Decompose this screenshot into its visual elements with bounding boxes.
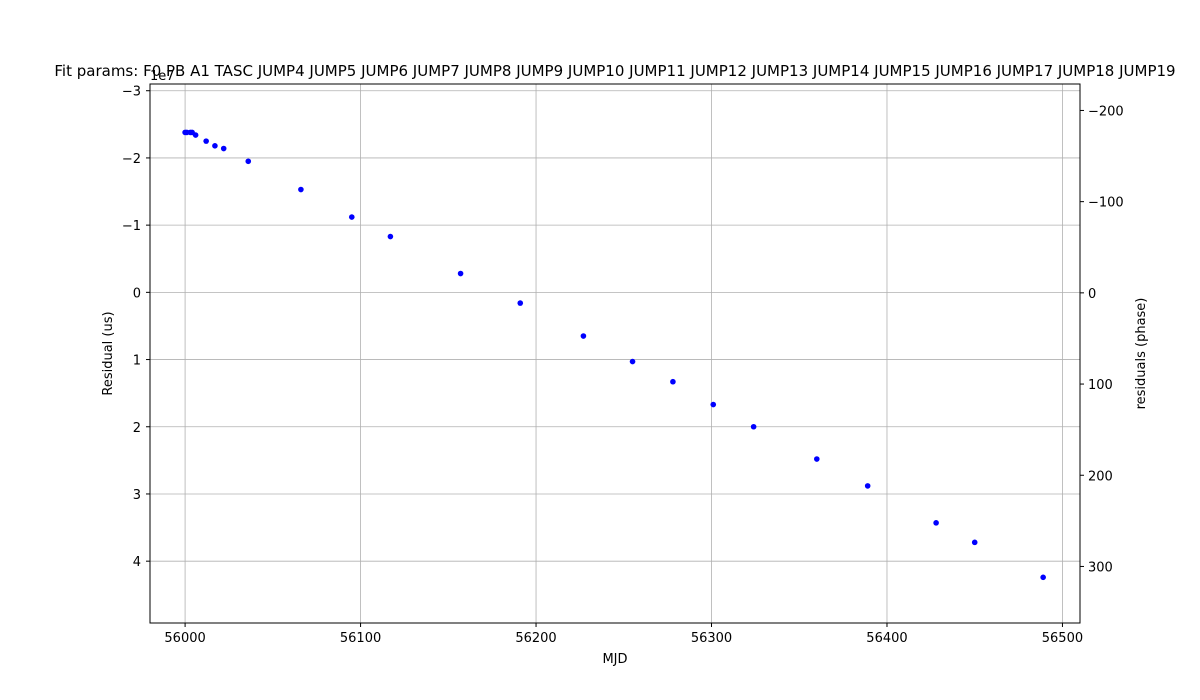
data-point xyxy=(971,539,978,546)
data-point xyxy=(457,270,464,277)
y-tick-label: 4 xyxy=(133,555,141,570)
data-point xyxy=(517,300,524,306)
data-point xyxy=(245,158,252,165)
data-point xyxy=(864,483,871,489)
data-point xyxy=(387,233,394,240)
chart-title: Fit params: F0 PB A1 TASC JUMP4 JUMP5 JU… xyxy=(54,62,1175,80)
data-point xyxy=(710,401,717,408)
y-tick-label: −1 xyxy=(122,219,141,234)
y2-axis-label: residuals (phase) xyxy=(1134,298,1149,410)
data-point xyxy=(813,456,820,462)
y2-tick-label: 0 xyxy=(1088,287,1096,302)
x-tick-label: 56300 xyxy=(691,631,732,646)
y2-tick-label: 100 xyxy=(1088,378,1113,393)
data-point xyxy=(629,358,636,365)
y2-tick-label: −200 xyxy=(1088,104,1124,119)
y-tick-label: 3 xyxy=(133,488,141,503)
x-tick-label: 56100 xyxy=(340,631,381,646)
data-points xyxy=(182,129,1046,581)
y-axis-offset-text: 1e7 xyxy=(150,69,175,84)
y-tick-label: 2 xyxy=(133,421,141,436)
x-axis-ticks: 56000 56100 56200 56300 56400 56500 xyxy=(164,623,1083,646)
y-tick-label: −3 xyxy=(122,85,141,100)
data-point xyxy=(298,186,304,193)
data-point xyxy=(1040,574,1046,581)
y2-tick-label: 300 xyxy=(1088,560,1113,575)
data-point xyxy=(348,214,355,220)
y-tick-label: 1 xyxy=(133,354,141,369)
x-tick-label: 56400 xyxy=(866,631,907,646)
y-axis-label: Residual (us) xyxy=(101,311,116,395)
x-tick-label: 56500 xyxy=(1042,631,1083,646)
y2-tick-label: 200 xyxy=(1088,469,1113,484)
x-tick-label: 56200 xyxy=(515,631,556,646)
y2-axis-ticks: −200 −100 0 100 200 300 xyxy=(1080,104,1124,575)
grid-lines xyxy=(150,84,1080,623)
y2-tick-label: −100 xyxy=(1088,196,1124,211)
data-point xyxy=(750,423,757,430)
x-axis-label: MJD xyxy=(602,652,627,667)
data-point xyxy=(203,138,209,144)
data-point xyxy=(670,378,676,385)
plot-frame xyxy=(149,83,1081,624)
data-point xyxy=(192,132,199,138)
data-point xyxy=(933,520,939,526)
y-tick-label: −2 xyxy=(122,152,141,167)
data-point xyxy=(220,145,227,152)
data-point xyxy=(580,333,587,339)
y-axis-ticks: −3 −2 −1 0 1 2 3 4 xyxy=(122,85,150,570)
x-tick-label: 56000 xyxy=(164,631,205,646)
data-point xyxy=(212,143,218,149)
y-tick-label: 0 xyxy=(133,286,141,301)
